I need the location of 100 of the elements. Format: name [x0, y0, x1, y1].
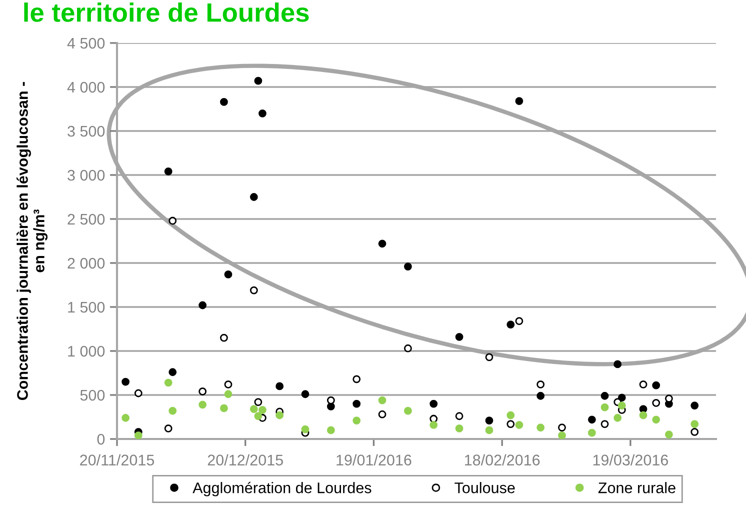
y-tick-label: 2 000 [68, 258, 105, 269]
point [164, 168, 172, 176]
point [198, 388, 207, 396]
point [485, 416, 494, 424]
point [404, 262, 412, 270]
point [652, 398, 660, 407]
point [220, 334, 228, 342]
point [588, 428, 596, 437]
y-tick-label: 4 500 [67, 38, 105, 49]
point [254, 398, 262, 406]
point [515, 317, 524, 326]
point [258, 109, 266, 118]
point [404, 406, 412, 415]
point [690, 420, 699, 428]
point [455, 412, 464, 420]
point [301, 425, 310, 434]
point [600, 392, 609, 400]
point [134, 432, 142, 439]
chart-title: le territoire de Lourdes [24, 2, 309, 22]
point [639, 380, 648, 388]
point [352, 416, 361, 424]
point [515, 420, 524, 429]
point [506, 411, 515, 420]
point [536, 392, 545, 400]
point [614, 360, 622, 368]
point [352, 400, 361, 408]
point [558, 432, 566, 439]
x-tick-label: 20/11/2015 [80, 454, 154, 466]
point [664, 430, 673, 439]
point [254, 412, 262, 420]
point [600, 403, 609, 412]
point [404, 344, 412, 352]
point [250, 193, 258, 201]
y-tick-label: 500 [80, 390, 105, 401]
point [378, 396, 386, 404]
y-tick-label: 3 000 [68, 170, 105, 181]
y-tick-label: 0 [97, 434, 105, 445]
point [690, 402, 699, 410]
point [224, 380, 232, 388]
legend-label: Agglomération de Lourdes [192, 482, 372, 496]
point [378, 240, 386, 248]
y-tick-label: 1 000 [68, 346, 105, 357]
point [515, 97, 524, 106]
point [224, 270, 232, 278]
point [588, 416, 596, 424]
point [485, 426, 494, 434]
point [301, 390, 310, 398]
point [168, 406, 177, 415]
point [258, 406, 266, 414]
point [455, 332, 464, 341]
point [639, 405, 648, 414]
point [168, 216, 177, 225]
point [276, 382, 284, 390]
point [506, 320, 515, 329]
point [430, 400, 438, 408]
point [639, 411, 648, 420]
y-axis-title: Concentration journalière en lévoglucosan - en ng/m³ [16, 82, 48, 400]
point [250, 405, 258, 414]
point [326, 426, 335, 434]
point [506, 420, 515, 428]
x-tick-label: 19/01/2016 [336, 454, 412, 466]
point [664, 394, 673, 402]
point [690, 428, 699, 436]
point [250, 286, 258, 294]
point [614, 414, 622, 422]
point [220, 404, 228, 412]
point [276, 411, 284, 420]
point [536, 380, 545, 388]
y-tick-label: 4 000 [67, 82, 105, 93]
point [352, 375, 361, 384]
legend-label: Toulouse [454, 482, 515, 494]
point [600, 420, 609, 428]
point [254, 76, 262, 85]
legend-label: Zone rurale [598, 482, 676, 494]
point [652, 381, 660, 390]
point [122, 378, 130, 386]
point [326, 402, 335, 410]
x-tick-label: 18/02/2016 [465, 454, 540, 466]
y-tick-label: 1 500 [68, 302, 105, 313]
point [485, 353, 494, 362]
point [122, 414, 130, 422]
point [198, 301, 207, 310]
point [168, 368, 177, 376]
point [198, 400, 207, 409]
y-tick-label: 3 500 [68, 126, 105, 137]
point [378, 410, 386, 418]
point [652, 416, 660, 424]
x-tick-label: 20/12/2015 [208, 454, 283, 466]
y-tick-label: 2 500 [68, 214, 105, 225]
point [224, 390, 232, 398]
point [164, 378, 172, 387]
point [558, 424, 566, 432]
x-tick-label: 19/03/2016 [593, 454, 668, 466]
point [326, 396, 335, 404]
point [618, 402, 626, 410]
point [430, 420, 438, 429]
point [164, 424, 172, 432]
point [220, 98, 228, 106]
point [134, 389, 142, 398]
point [455, 424, 464, 432]
